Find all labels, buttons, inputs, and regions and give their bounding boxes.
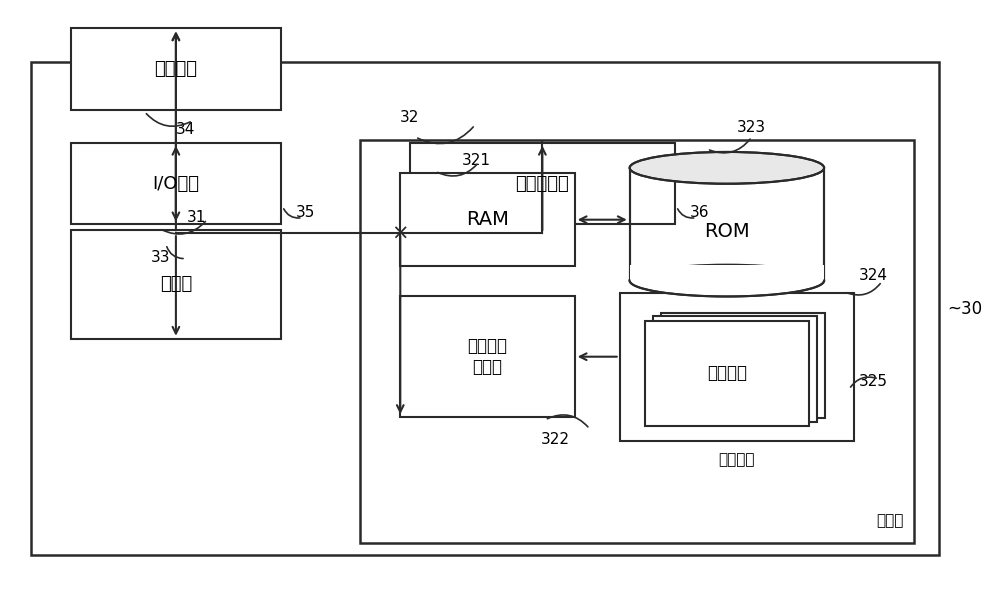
Ellipse shape [630, 264, 824, 296]
Text: 325: 325 [859, 374, 888, 390]
Bar [653, 316, 817, 422]
Text: 程序模块: 程序模块 [707, 364, 747, 382]
Text: I/O接口: I/O接口 [152, 175, 199, 192]
Text: 高速缓存
存储器: 高速缓存 存储器 [468, 338, 508, 376]
Text: 31: 31 [186, 211, 206, 226]
Text: 32: 32 [400, 110, 420, 125]
Bar [71, 28, 281, 110]
Bar [400, 173, 575, 266]
Text: 网络适配器: 网络适配器 [516, 175, 569, 192]
Text: ×: × [392, 223, 409, 243]
Ellipse shape [630, 152, 824, 184]
Bar [620, 293, 854, 441]
Bar [71, 143, 281, 224]
Bar [71, 231, 281, 339]
Text: 外部设备: 外部设备 [154, 60, 197, 78]
Text: 34: 34 [176, 122, 195, 137]
Text: 程序工具: 程序工具 [719, 452, 755, 467]
Bar [630, 264, 824, 281]
Bar [661, 313, 825, 418]
Text: 322: 322 [541, 432, 570, 447]
Bar [360, 140, 914, 543]
Text: 存储器: 存储器 [876, 513, 904, 528]
Text: 324: 324 [859, 267, 888, 283]
Text: 323: 323 [737, 120, 766, 135]
Text: ROM: ROM [704, 222, 750, 241]
Text: RAM: RAM [466, 210, 509, 229]
Text: ~30: ~30 [947, 299, 982, 318]
Text: 处理器: 处理器 [160, 275, 192, 293]
Bar [410, 143, 675, 224]
Bar [400, 296, 575, 417]
Text: 321: 321 [461, 153, 490, 168]
Text: 36: 36 [689, 204, 709, 220]
Bar [645, 321, 809, 426]
Bar [31, 62, 939, 555]
Text: 33: 33 [151, 250, 170, 265]
Text: 35: 35 [296, 204, 315, 220]
